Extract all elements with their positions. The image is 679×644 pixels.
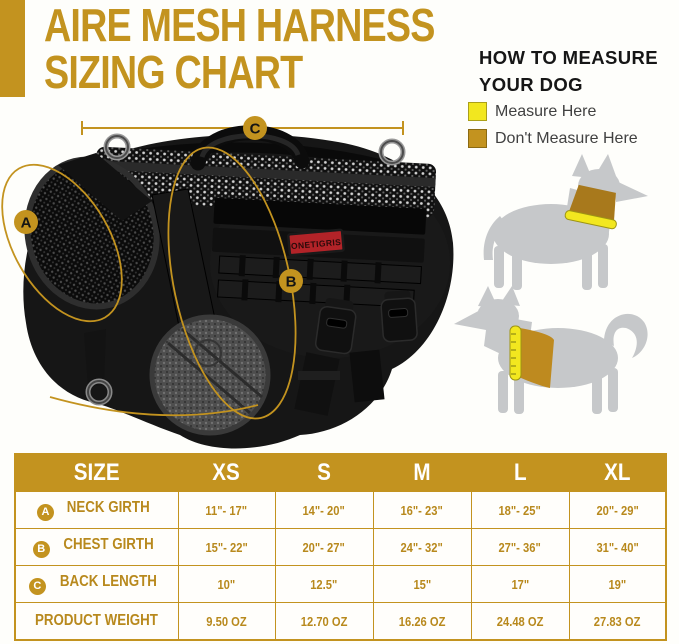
row-label-back-length: C BACK LENGTH (14, 565, 179, 603)
buckles (294, 290, 418, 416)
legend-label: Don't Measure Here (495, 129, 638, 147)
cell: 24.48 OZ (470, 602, 570, 641)
dog-silhouette (483, 154, 648, 290)
neck-measure-zones (564, 184, 617, 230)
marker-b-table-icon: B (32, 540, 50, 558)
svg-text:C: C (250, 121, 261, 138)
cell: 14"- 20" (274, 491, 374, 529)
table-row-neck-girth: A NECK GIRTH 11"- 17" 14"- 20" 16"- 23" 1… (14, 491, 667, 529)
table-row-chest-girth: B CHEST GIRTH 15"- 22" 20"- 27" 24"- 32" … (14, 528, 667, 566)
neck-girth-loop (1, 163, 123, 323)
measure-guide-heading-line2: YOUR DOG (479, 74, 583, 95)
cell: 27"- 36" (470, 528, 570, 566)
svg-text:A: A (21, 215, 32, 232)
marker-badges: A B C (14, 116, 303, 293)
cell: 15" (372, 565, 472, 603)
brand-patch: ONETIGRIS (287, 228, 345, 257)
cell: 10" (177, 565, 276, 603)
col-header-l: L (470, 453, 570, 492)
table-row-back-length: C BACK LENGTH 10" 12.5" 15" 17" 19" (14, 565, 667, 603)
row-label-neck-girth: A NECK GIRTH (14, 491, 179, 529)
cell: 24"- 32" (372, 528, 472, 566)
harness-annotated-photo: ONETIGRIS A B C (1, 116, 454, 449)
cell: 18"- 25" (470, 491, 570, 529)
chest-measure-zones (509, 325, 554, 388)
row-label-product-weight: PRODUCT WEIGHT (14, 602, 179, 641)
cell: 11"- 17" (177, 491, 276, 529)
cell: 20"- 29" (568, 491, 667, 529)
col-header-m: M (372, 453, 472, 492)
row-label-chest-girth: B CHEST GIRTH (14, 528, 179, 566)
table-header-row: SIZE XS S M L XL (14, 453, 667, 492)
d-rings (85, 133, 406, 406)
cell: 31"- 40" (568, 528, 667, 566)
cell: 12.70 OZ (274, 602, 374, 641)
brand-patch-text: ONETIGRIS (291, 237, 342, 251)
table-row-product-weight: PRODUCT WEIGHT 9.50 OZ 12.70 OZ 16.26 OZ… (14, 602, 667, 641)
cell: 9.50 OZ (177, 602, 276, 641)
col-header-xs: XS (177, 453, 276, 492)
measure-guide-heading: HOW TO MEASURE YOUR DOG (479, 44, 658, 98)
size-table: SIZE XS S M L XL A NECK GIRTH 11"- 17" 14… (14, 453, 667, 641)
legend-item-dont-measure-here: Don't Measure Here (468, 129, 638, 148)
col-header-xl: XL (568, 453, 667, 492)
legend-item-measure-here: Measure Here (468, 102, 596, 121)
page-title-line1: AIRE MESH HARNESS (44, 0, 435, 51)
cell: 17" (470, 565, 570, 603)
marker-c-badge: C (243, 116, 267, 140)
marker-b-badge: B (279, 269, 303, 293)
cell: 16.26 OZ (372, 602, 472, 641)
dont-measure-zone (569, 184, 616, 222)
chest-loop-lower-sweep (49, 396, 259, 417)
dont-measure-zone (516, 328, 554, 388)
measure-zone (564, 210, 617, 230)
dog-chest-measure-illustration (454, 286, 648, 414)
cell: 16"- 23" (372, 491, 472, 529)
dog-silhouette (454, 286, 648, 414)
cell: 19" (568, 565, 667, 603)
legend-label: Measure Here (495, 102, 597, 120)
measure-guide-heading-line1: HOW TO MEASURE (479, 47, 658, 68)
cell: 15"- 22" (177, 528, 276, 566)
svg-text:B: B (286, 274, 297, 291)
brand-emblem (194, 339, 222, 367)
marker-a-table-icon: A (37, 503, 55, 521)
col-header-s: S (274, 453, 374, 492)
dont-measure-here-swatch-icon (468, 129, 487, 148)
marker-c-table-icon: C (28, 577, 46, 595)
page-title-line2: SIZING CHART (44, 46, 303, 98)
harness-body: ONETIGRIS (23, 125, 454, 449)
marker-a-badge: A (14, 210, 38, 234)
cell: 20"- 27" (274, 528, 374, 566)
col-header-size: SIZE (14, 453, 179, 492)
page-title: AIRE MESH HARNESS SIZING CHART (44, 2, 435, 96)
title-accent-bar (0, 0, 25, 97)
dog-neck-measure-illustration (483, 154, 648, 290)
measure-here-swatch-icon (468, 102, 487, 121)
cell: 27.83 OZ (568, 602, 667, 641)
cell: 12.5" (274, 565, 374, 603)
